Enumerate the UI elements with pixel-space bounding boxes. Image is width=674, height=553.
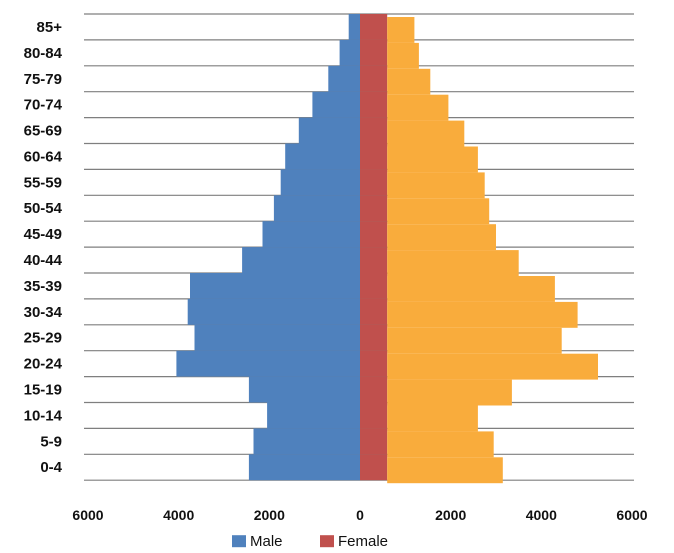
y-tick-label: 15-19 bbox=[24, 382, 62, 399]
y-tick-label: 80-84 bbox=[24, 45, 63, 62]
bar-male-5-9 bbox=[253, 428, 360, 455]
bar-female-5-9 bbox=[360, 428, 388, 455]
bar-male-50-54 bbox=[273, 195, 360, 222]
x-tick-label: 6000 bbox=[72, 507, 103, 523]
y-tick-label: 5-9 bbox=[40, 433, 62, 450]
bar-series3-70-74 bbox=[387, 94, 449, 121]
bar-male-70-74 bbox=[312, 91, 360, 118]
bar-series3-30-34 bbox=[387, 301, 578, 328]
bar-female-60-64 bbox=[360, 143, 388, 170]
bar-male-20-24 bbox=[176, 350, 360, 377]
bar-female-50-54 bbox=[360, 195, 388, 222]
bar-female-10-14 bbox=[360, 402, 388, 429]
y-tick-label: 65-69 bbox=[24, 123, 62, 140]
y-tick-label: 55-59 bbox=[24, 174, 62, 191]
x-tick-label: 4000 bbox=[163, 507, 194, 523]
y-tick-label: 45-49 bbox=[24, 226, 62, 243]
bar-female-30-34 bbox=[360, 298, 388, 325]
bar-series3-20-24 bbox=[387, 353, 598, 380]
bar-female-40-44 bbox=[360, 247, 388, 273]
bar-series3-75-79 bbox=[387, 68, 431, 95]
bar-female-55-59 bbox=[360, 169, 388, 196]
bar-female-25-29 bbox=[360, 324, 388, 351]
y-tick-label: 50-54 bbox=[24, 200, 63, 217]
bar-female-45-49 bbox=[360, 221, 388, 248]
bar-series3-10-14 bbox=[387, 405, 478, 432]
y-tick-label: 35-39 bbox=[24, 278, 62, 295]
bar-female-15-19 bbox=[360, 376, 388, 403]
bar-series3-65-69 bbox=[387, 120, 465, 147]
y-tick-label: 25-29 bbox=[24, 330, 62, 347]
bar-male-45-49 bbox=[262, 221, 360, 248]
y-tick-label: 0-4 bbox=[40, 459, 62, 476]
bar-male-40-44 bbox=[242, 247, 360, 273]
bar-female-65-69 bbox=[360, 117, 388, 144]
x-tick-label: 2000 bbox=[435, 507, 466, 523]
bar-series3-85+ bbox=[387, 17, 415, 43]
bar-male-75-79 bbox=[328, 65, 360, 92]
y-axis-labels: 85+ 80-84 75-79 70-74 65-69 60-64 55-59 50-54 45… bbox=[24, 19, 63, 476]
bar-series3-0-4 bbox=[387, 457, 503, 484]
x-tick-label: 6000 bbox=[616, 507, 647, 523]
y-tick-label: 10-14 bbox=[24, 407, 63, 424]
bar-male-35-39 bbox=[190, 273, 360, 299]
y-tick-label: 20-24 bbox=[24, 356, 63, 373]
bar-series3-50-54 bbox=[387, 198, 490, 225]
bar-male-30-34 bbox=[187, 298, 360, 325]
legend-swatch bbox=[320, 535, 334, 548]
bar-series3-80-84 bbox=[387, 42, 419, 69]
bars-layer bbox=[176, 14, 598, 484]
bar-series3-45-49 bbox=[387, 224, 496, 251]
legend-swatch bbox=[232, 535, 246, 548]
bar-series3-55-59 bbox=[387, 172, 485, 199]
legend-label: Female bbox=[338, 533, 388, 550]
bar-female-0-4 bbox=[360, 454, 388, 481]
x-tick-label: 0 bbox=[356, 507, 364, 523]
bar-male-60-64 bbox=[285, 143, 360, 170]
bar-male-65-69 bbox=[298, 117, 360, 144]
y-tick-label: 60-64 bbox=[24, 148, 63, 165]
x-tick-label: 4000 bbox=[526, 507, 557, 523]
y-tick-label: 85+ bbox=[37, 19, 63, 36]
y-tick-label: 40-44 bbox=[24, 252, 63, 269]
bar-series3-35-39 bbox=[387, 276, 555, 302]
bar-female-70-74 bbox=[360, 91, 388, 118]
bar-male-55-59 bbox=[280, 169, 360, 196]
bar-female-75-79 bbox=[360, 65, 388, 92]
bar-series3-25-29 bbox=[387, 327, 562, 354]
y-tick-label: 30-34 bbox=[24, 304, 63, 321]
x-axis-labels: 6000 4000 2000 0 2000 4000 6000 bbox=[72, 507, 647, 523]
bar-male-10-14 bbox=[267, 402, 360, 429]
bar-male-25-29 bbox=[194, 324, 360, 351]
x-tick-label: 2000 bbox=[254, 507, 285, 523]
bar-male-15-19 bbox=[248, 376, 360, 403]
bar-series3-15-19 bbox=[387, 379, 512, 406]
bar-male-0-4 bbox=[248, 454, 360, 481]
bar-female-35-39 bbox=[360, 273, 388, 299]
bar-female-20-24 bbox=[360, 350, 388, 377]
y-tick-label: 70-74 bbox=[24, 97, 63, 114]
legend-label: Male bbox=[250, 533, 283, 550]
bar-female-85+ bbox=[360, 14, 388, 40]
bar-series3-40-44 bbox=[387, 250, 519, 276]
bar-male-80-84 bbox=[339, 39, 360, 66]
bar-series3-5-9 bbox=[387, 431, 494, 458]
bar-female-80-84 bbox=[360, 39, 388, 66]
bar-male-85+ bbox=[348, 14, 360, 40]
legend: Male Female bbox=[232, 533, 388, 550]
bar-series3-60-64 bbox=[387, 146, 478, 173]
y-tick-label: 75-79 bbox=[24, 71, 62, 88]
